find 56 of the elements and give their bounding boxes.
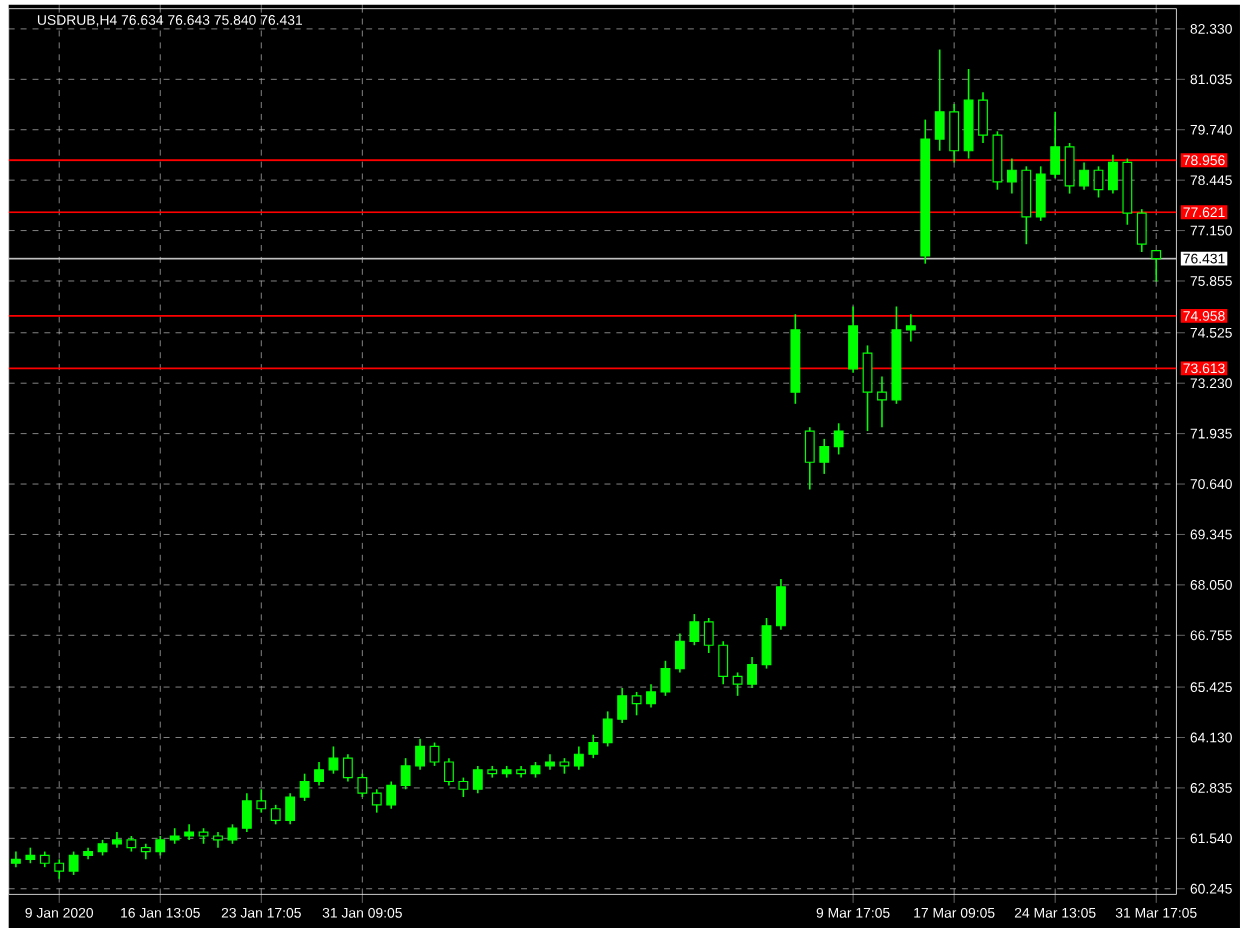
candlestick <box>1079 161 1089 191</box>
candlestick <box>602 710 613 748</box>
candlestick <box>342 753 353 783</box>
candlestick <box>978 91 988 144</box>
candlestick <box>458 776 469 798</box>
candlestick <box>444 757 454 787</box>
candlestick <box>54 858 65 880</box>
candlestick <box>270 803 281 826</box>
candlestick <box>631 691 642 717</box>
candlestick <box>314 761 324 787</box>
candlestick <box>68 850 79 876</box>
candlestick <box>227 823 238 845</box>
candlestick <box>819 438 830 475</box>
candlestick <box>761 617 772 670</box>
candlestick <box>1021 165 1032 245</box>
candlestick <box>1151 249 1162 283</box>
candlestick <box>862 344 873 432</box>
candlestick <box>1050 110 1061 179</box>
candlestick <box>1136 208 1147 253</box>
candlestick <box>429 741 440 767</box>
candlestick <box>573 745 584 771</box>
candlestick <box>155 835 166 857</box>
candlestick <box>371 788 382 814</box>
candlestick <box>1107 153 1118 195</box>
candlestick <box>934 48 945 152</box>
candlestick <box>328 745 339 775</box>
candlestick <box>732 671 743 697</box>
candlestick <box>1064 142 1075 195</box>
candlestick <box>833 422 844 456</box>
candlestick <box>674 632 685 674</box>
candlestick <box>472 765 483 794</box>
candlestick <box>299 772 310 802</box>
candlestick <box>1006 157 1017 195</box>
candlestick <box>660 659 671 697</box>
candlestick <box>588 733 599 759</box>
candlestick <box>646 683 656 709</box>
candlestick <box>415 737 425 771</box>
candlestick <box>905 313 916 343</box>
candlestick <box>776 578 786 631</box>
candlestick <box>689 613 700 646</box>
candlestick <box>386 780 397 810</box>
candlestick <box>848 305 859 374</box>
candlestick <box>992 130 1003 191</box>
candlestick <box>617 687 628 724</box>
candlestick <box>400 757 411 791</box>
candlestick <box>949 103 960 164</box>
candlestick <box>1035 165 1046 222</box>
candlestick <box>357 772 368 798</box>
candlestick <box>718 640 729 685</box>
candlestick <box>877 375 887 428</box>
candlestick <box>703 617 714 654</box>
candlestick <box>804 426 815 491</box>
candlestick <box>747 656 757 689</box>
candlestick <box>241 792 252 833</box>
candlestick <box>256 788 267 814</box>
candlestick <box>285 792 296 826</box>
